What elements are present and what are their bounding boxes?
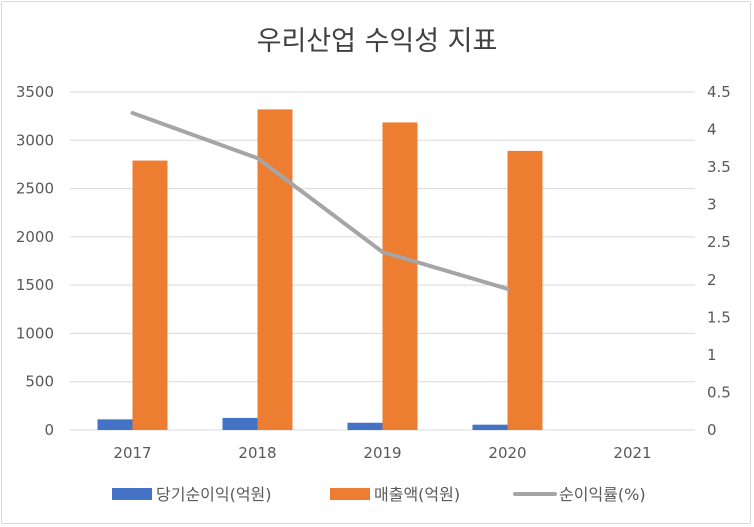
x-tick-label: 2017	[113, 444, 151, 462]
left-tick-label: 1000	[16, 324, 54, 342]
right-axis-ticks: 0 0.5 1 1.5 2 2.5 3 3.5 4 4.5	[707, 83, 731, 439]
legend-label: 당기순이익(억원)	[156, 485, 272, 504]
right-tick-label: 0.5	[707, 383, 731, 401]
legend: 당기순이익(억원) 매출액(억원) 순이익률(%)	[112, 485, 646, 504]
bar	[257, 109, 293, 430]
right-tick-label: 3.5	[707, 158, 731, 176]
left-tick-label: 0	[44, 421, 54, 439]
legend-swatch	[330, 488, 370, 500]
right-tick-label: 2.5	[707, 233, 731, 251]
right-tick-label: 0	[707, 421, 717, 439]
left-tick-label: 3500	[16, 83, 54, 101]
x-tick-label: 2021	[613, 444, 651, 462]
legend-swatch	[112, 488, 152, 500]
right-tick-label: 4.5	[707, 83, 731, 101]
left-axis-ticks: 0 500 1000 1500 2000 2500 3000 3500	[16, 83, 54, 439]
left-tick-label: 3000	[16, 131, 54, 149]
bar	[132, 160, 168, 430]
right-tick-label: 2	[707, 271, 717, 289]
x-tick-label: 2018	[238, 444, 276, 462]
left-tick-label: 2000	[16, 228, 54, 246]
left-tick-label: 500	[25, 373, 54, 391]
line-series	[130, 111, 510, 291]
bar	[97, 419, 133, 430]
bar	[347, 422, 383, 430]
bar	[507, 150, 543, 430]
chart-title: 우리산업 수익성 지표	[257, 26, 498, 57]
right-tick-label: 1	[707, 346, 717, 364]
right-tick-label: 3	[707, 196, 717, 214]
x-tick-label: 2020	[488, 444, 526, 462]
series-line	[130, 111, 510, 291]
right-tick-label: 1.5	[707, 308, 731, 326]
bar	[382, 122, 418, 431]
left-tick-label: 2500	[16, 180, 54, 198]
right-tick-label: 4	[707, 121, 717, 139]
x-axis-ticks: 2017 2018 2019 2020 2021	[113, 444, 651, 462]
x-tick-label: 2019	[363, 444, 401, 462]
bar	[222, 417, 258, 430]
bar	[472, 424, 508, 430]
legend-label: 순이익률(%)	[559, 485, 646, 504]
legend-label: 매출액(억원)	[374, 485, 460, 504]
left-tick-label: 1500	[16, 276, 54, 294]
